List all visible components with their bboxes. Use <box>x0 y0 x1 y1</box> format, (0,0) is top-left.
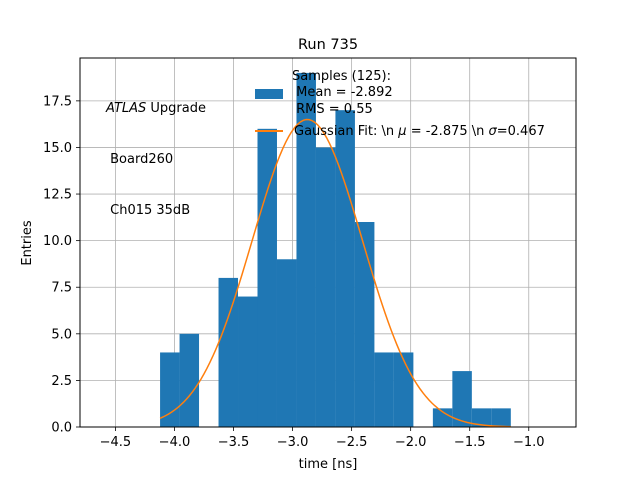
x-axis-label: time [ns] <box>299 457 358 472</box>
y-tick-label: 2.5 <box>51 374 72 389</box>
x-tick-label: −1.0 <box>513 435 545 450</box>
legend-histogram-swatch <box>255 89 283 99</box>
histogram-bar <box>315 147 336 428</box>
histogram-bar <box>354 222 375 427</box>
histogram-bar <box>335 110 355 427</box>
x-tick-label: −1.5 <box>454 435 486 450</box>
histogram-bar <box>374 352 394 427</box>
axis-ticks: −4.5 −4.0 −3.5 −3.0 −2.5 −2.0 −1.5 −1.0 0.0 2.5 5.… <box>43 94 545 450</box>
histogram-bar <box>179 333 200 427</box>
legend-samples-title: Samples (125): <box>292 69 391 84</box>
x-tick-label: −2.5 <box>336 435 368 450</box>
chart-title: Run 735 <box>298 37 358 53</box>
histogram-bar <box>160 352 180 427</box>
atlas-upgrade-text: Upgrade <box>146 101 206 116</box>
histogram-bar <box>296 72 316 427</box>
histogram-bar <box>432 408 453 427</box>
histogram-bar <box>491 408 511 427</box>
histogram-bar <box>471 408 492 427</box>
histogram-bars <box>160 72 511 428</box>
board-text: Board260 <box>106 152 174 167</box>
legend-fit-swatch <box>255 130 283 132</box>
x-tick-label: −3.5 <box>218 435 250 450</box>
y-tick-label: 12.5 <box>43 188 72 203</box>
x-tick-label: −4.5 <box>100 435 132 450</box>
histogram-bar <box>276 259 297 427</box>
histogram-bar <box>218 277 239 427</box>
y-axis-label: Entries <box>20 220 35 266</box>
y-tick-label: 15.0 <box>43 141 72 156</box>
y-tick-label: 17.5 <box>43 94 72 109</box>
x-tick-label: −2.0 <box>395 435 427 450</box>
legend-rms: RMS = 0.55 <box>292 102 373 117</box>
plot-frame <box>79 57 577 428</box>
gaussian-fit-curve <box>159 118 511 428</box>
channel-text: Ch015 35dB <box>106 203 191 218</box>
legend-gaussian-fit: Gaussian Fit: \n μ = -2.875 \n σ=0.467 <box>294 124 545 139</box>
atlas-italic-text: ATLAS <box>106 101 147 116</box>
x-tick-label: −4.0 <box>159 435 191 450</box>
y-tick-label: 0.0 <box>51 421 72 436</box>
y-tick-label: 10.0 <box>43 234 72 249</box>
histogram-bar <box>393 352 414 427</box>
atlas-annotation: ATLAS Upgrade Board260 Ch015 35dB <box>106 66 206 236</box>
histogram-bar <box>238 296 258 427</box>
x-tick-label: −3.0 <box>277 435 309 450</box>
histogram-bar <box>257 128 277 427</box>
y-tick-label: 5.0 <box>51 327 72 342</box>
histogram-bar <box>452 371 472 427</box>
legend-mean: Mean = -2.892 <box>292 85 393 100</box>
y-tick-label: 7.5 <box>51 281 72 296</box>
